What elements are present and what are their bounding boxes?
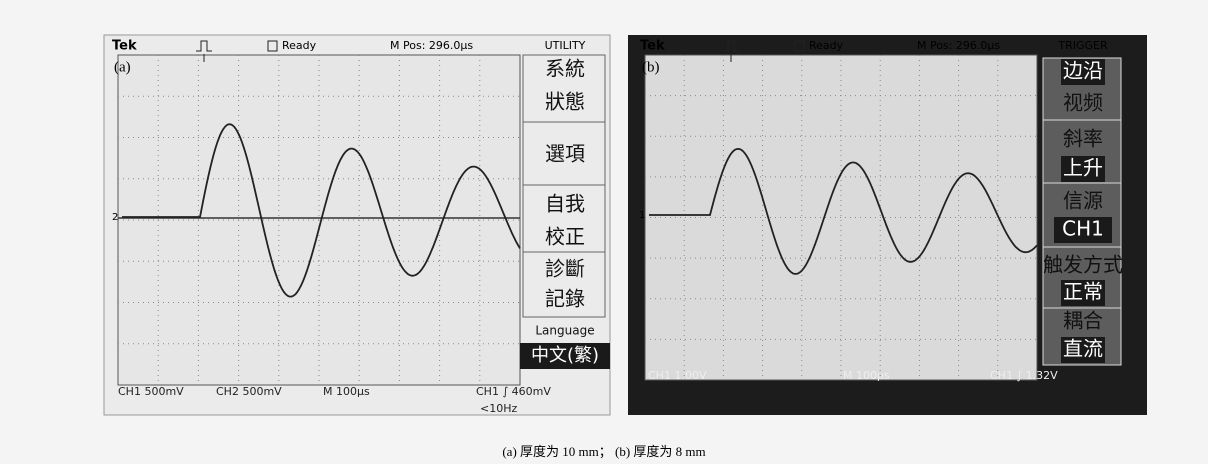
figure: (a) 厚度为 10 mm； (b) 厚度为 8 mm (a) Tek Ready M… bbox=[0, 0, 1208, 464]
status-bar-text: CH1 500mV bbox=[118, 385, 184, 398]
position: M Pos: 296.0µs bbox=[917, 39, 1000, 52]
menu-item: 記錄 bbox=[545, 287, 585, 311]
menu-item: 校正 bbox=[545, 225, 585, 249]
menu-item: CH1 bbox=[1062, 217, 1104, 241]
brand: Tek bbox=[640, 39, 665, 54]
status-bar-text: CH1 ∫ 460mV bbox=[476, 385, 551, 398]
menu-item: 斜率 bbox=[1063, 127, 1103, 151]
status-bar-text: CH2 500mV bbox=[216, 385, 282, 398]
menu-item: 触发方式 bbox=[1043, 253, 1123, 277]
menu-item: 系統 bbox=[545, 57, 585, 81]
status-bar-text: M 100µs bbox=[323, 385, 370, 398]
status-bar-text: M 100µs bbox=[843, 369, 890, 382]
caption: (a) 厚度为 10 mm； (b) 厚度为 8 mm bbox=[502, 444, 705, 460]
position: M Pos: 296.0µs bbox=[390, 39, 473, 52]
menu-item: 耦合 bbox=[1063, 309, 1103, 333]
menu-item: 上升 bbox=[1063, 156, 1103, 180]
channel-marker: 2 bbox=[112, 212, 118, 223]
status-bar-text: <10Hz bbox=[480, 402, 517, 415]
menu-item: 信源 bbox=[1063, 189, 1103, 213]
menu-item: 診斷 bbox=[545, 257, 585, 281]
panel-label: (a) bbox=[114, 59, 131, 75]
menu-item: 中文(繁) bbox=[531, 345, 599, 366]
menu-item: 狀態 bbox=[545, 90, 585, 114]
menu-item: 選項 bbox=[545, 142, 585, 166]
menu-item: 边沿 bbox=[1063, 59, 1103, 83]
status: Ready bbox=[809, 39, 844, 52]
menu-item: 直流 bbox=[1063, 337, 1103, 361]
menu-item: 自我 bbox=[545, 192, 585, 216]
status: Ready bbox=[282, 39, 317, 52]
channel-marker: 1 bbox=[639, 210, 645, 221]
menu-item: 正常 bbox=[1063, 280, 1103, 304]
panel-label: (b) bbox=[642, 59, 660, 75]
menu-title: TRIGGER bbox=[1057, 39, 1108, 52]
menu-item: 视频 bbox=[1063, 91, 1103, 115]
menu-title: UTILITY bbox=[545, 39, 586, 52]
menu-item: Language bbox=[535, 324, 594, 338]
status-bar-text: CH1 ∫ 1.32V bbox=[990, 369, 1058, 382]
status-bar-text: CH1 1.00V bbox=[648, 369, 707, 382]
brand: Tek bbox=[112, 39, 137, 54]
